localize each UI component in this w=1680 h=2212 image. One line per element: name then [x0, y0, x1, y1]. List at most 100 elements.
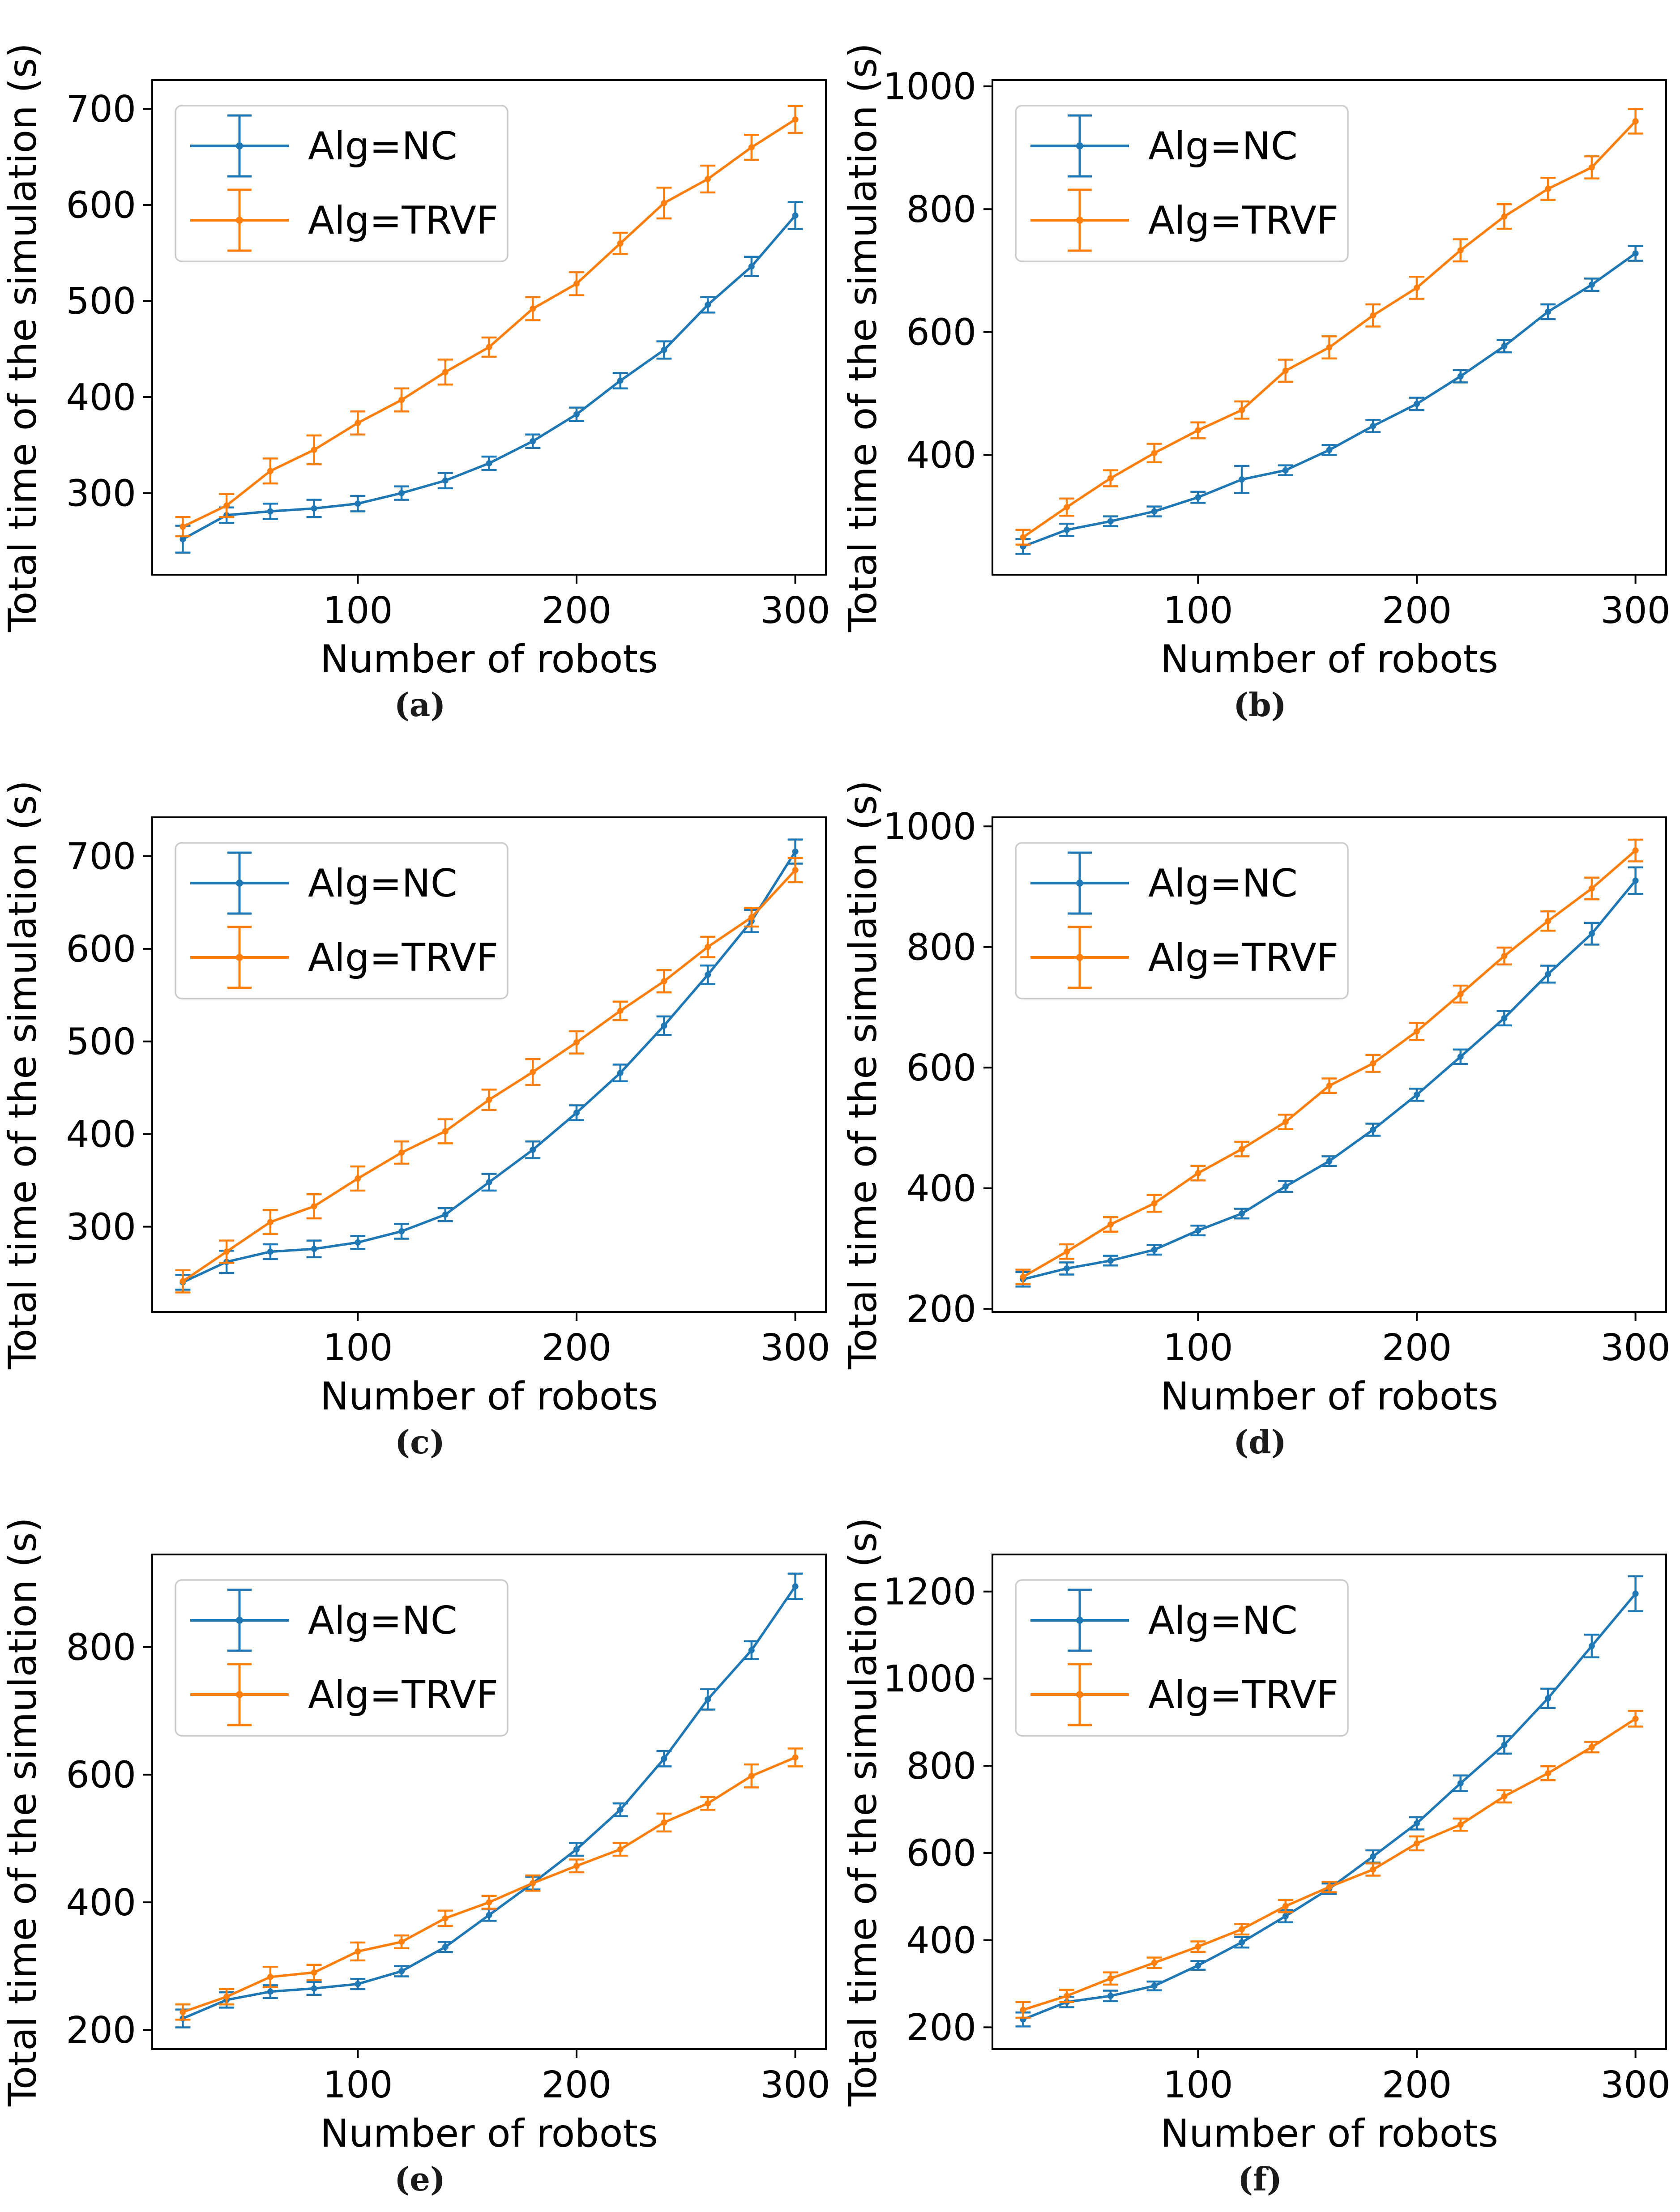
x-tick-label: 100 — [1163, 589, 1233, 632]
data-point-marker — [311, 1969, 317, 1976]
data-point-marker — [442, 1128, 449, 1135]
data-point-marker — [705, 1696, 711, 1703]
data-point-marker — [661, 346, 667, 353]
data-point-marker — [573, 280, 580, 287]
data-point-marker — [573, 1110, 580, 1116]
data-point-marker — [486, 1899, 492, 1906]
data-point-marker — [1632, 118, 1639, 124]
data-point-marker — [617, 377, 624, 384]
data-point-marker — [1457, 1053, 1464, 1060]
data-point-marker — [1063, 1248, 1070, 1255]
data-point-marker — [1019, 534, 1026, 541]
data-point-marker — [1500, 343, 1507, 350]
data-point-marker — [1544, 1770, 1551, 1776]
data-point-marker — [1588, 282, 1595, 288]
y-tick-label: 1000 — [883, 65, 976, 108]
y-tick-label: 300 — [66, 1206, 136, 1248]
data-point-marker — [661, 1755, 667, 1762]
legend-marker — [1076, 1617, 1083, 1624]
legend-label: Alg=NC — [1148, 861, 1298, 906]
data-point-marker — [573, 411, 580, 418]
legend: Alg=NC Alg=TRVF — [1014, 1579, 1349, 1737]
data-point-marker — [180, 1278, 186, 1285]
caption-b: (b) — [1233, 686, 1287, 724]
data-point-marker — [311, 505, 317, 512]
y-tick-label: 300 — [66, 472, 136, 515]
data-point-marker — [1413, 1091, 1420, 1098]
data-point-marker — [311, 1246, 317, 1252]
x-tick-label: 300 — [1600, 2064, 1671, 2106]
series-line — [1022, 252, 1636, 548]
y-axis-label: Total time of the simulation (s) — [841, 43, 885, 632]
data-point-marker — [1194, 494, 1201, 501]
data-point-marker — [223, 502, 230, 509]
caption-d: (d) — [1233, 1423, 1287, 1461]
y-tick-label: 400 — [906, 434, 976, 477]
data-point-marker — [1107, 475, 1114, 482]
plot-spines — [151, 1554, 827, 2050]
data-point-marker — [486, 460, 492, 467]
data-point-marker — [1326, 1082, 1332, 1089]
legend-label: Alg=TRVF — [308, 935, 498, 980]
x-tick-label: 200 — [542, 589, 612, 632]
series-alg-nc — [175, 838, 803, 1291]
plot-spines — [991, 816, 1667, 1313]
y-tick-label: 600 — [66, 928, 136, 971]
x-axis-label: Number of robots — [320, 2111, 658, 2156]
data-point-marker — [1063, 526, 1070, 533]
data-point-marker — [1238, 407, 1245, 414]
x-tick-label: 200 — [1381, 589, 1452, 632]
legend-marker — [236, 954, 243, 961]
data-point-marker — [1413, 284, 1420, 291]
data-point-marker — [1282, 467, 1289, 474]
y-axis-label: Total time of the simulation (s) — [0, 780, 45, 1370]
x-tick-label: 200 — [542, 1327, 612, 1369]
legend-label: Alg=TRVF — [1148, 198, 1338, 243]
data-point-marker — [267, 1219, 274, 1226]
data-point-marker — [1588, 164, 1595, 171]
data-point-marker — [1326, 344, 1332, 351]
data-point-marker — [1282, 1913, 1289, 1920]
legend-label: Alg=NC — [1148, 124, 1298, 169]
chart-b: 400 600 800 1000 100 200 300 Alg=NC Alg=TRVF Numb… — [841, 43, 1671, 682]
data-point-marker — [1588, 885, 1595, 892]
data-point-marker — [1063, 1993, 1070, 1999]
x-tick-label: 300 — [760, 1327, 830, 1369]
data-point-marker — [1326, 1158, 1332, 1165]
y-axis-label: Total time of the simulation (s) — [0, 43, 45, 632]
data-point-marker — [1632, 1590, 1639, 1597]
panel-c: 300 400 500 600 700 100 200 300 Alg=NC Alg=TRVF Nu… — [0, 737, 840, 1474]
data-point-marker — [180, 536, 186, 542]
legend: Alg=NC Alg=TRVF — [175, 1579, 509, 1737]
data-point-marker — [1194, 1962, 1201, 1969]
data-point-marker — [486, 1097, 492, 1103]
data-point-marker — [180, 523, 186, 530]
y-axis: 300 400 500 600 700 — [66, 88, 152, 515]
legend-marker — [236, 142, 243, 149]
data-point-marker — [1326, 1883, 1332, 1890]
data-point-marker — [748, 263, 755, 270]
y-axis: 200 400 600 800 1000 — [883, 806, 992, 1331]
x-axis: 100 200 300 — [1163, 575, 1670, 632]
panel-e: 200 400 600 800 100 200 300 Alg=NC Alg=TRVF Numbe… — [0, 1474, 840, 2212]
data-point-marker — [1151, 508, 1158, 515]
y-tick-label: 600 — [906, 311, 976, 354]
legend-marker — [236, 880, 243, 887]
data-point-marker — [1326, 447, 1332, 453]
x-tick-label: 300 — [760, 2064, 830, 2106]
y-tick-label: 400 — [66, 1882, 136, 1924]
data-point-marker — [748, 144, 755, 151]
panel-f: 200 400 600 800 1000 1200 100 200 300 Alg=NC Alg=T… — [840, 1474, 1680, 2212]
legend-label: Alg=TRVF — [1148, 1673, 1338, 1717]
x-tick-label: 100 — [323, 1327, 393, 1369]
data-point-marker — [355, 1175, 361, 1182]
data-point-marker — [617, 240, 624, 247]
series-line — [1022, 1717, 1636, 2011]
legend: Alg=NC Alg=TRVF — [175, 842, 509, 999]
data-point-marker — [398, 1968, 405, 1975]
data-point-marker — [705, 971, 711, 978]
x-tick-label: 100 — [1163, 2064, 1233, 2106]
data-point-marker — [1457, 373, 1464, 380]
data-point-marker — [1107, 1221, 1114, 1228]
data-point-marker — [530, 1146, 536, 1153]
